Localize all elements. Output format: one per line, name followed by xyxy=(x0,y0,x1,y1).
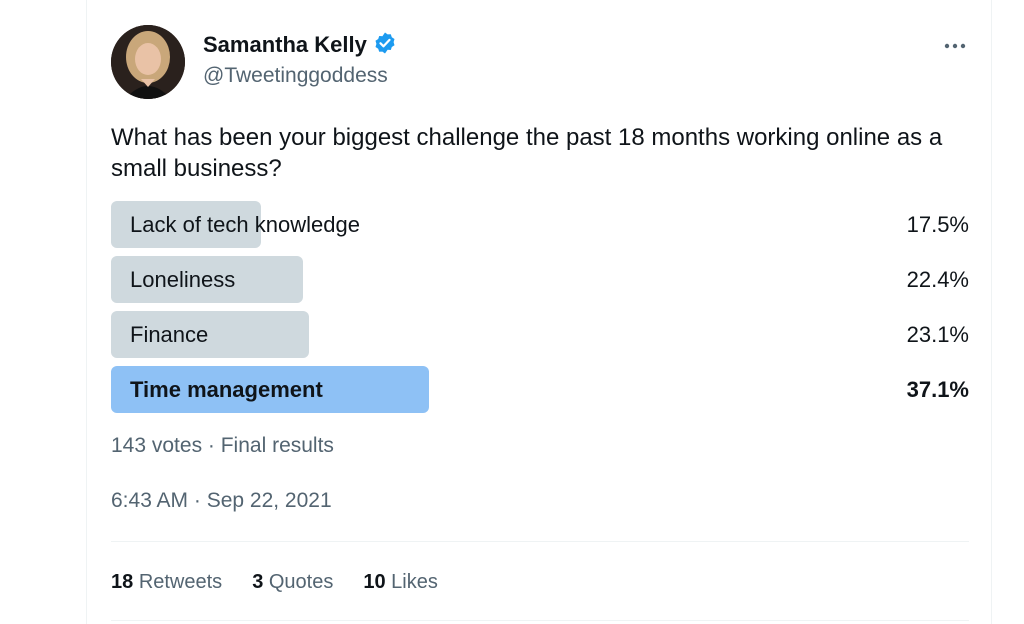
poll-bar xyxy=(111,256,303,303)
likes-stat[interactable]: 10 Likes xyxy=(363,568,438,596)
avatar-image xyxy=(111,25,185,99)
divider xyxy=(111,541,969,542)
poll-option-label: Lack of tech knowledge xyxy=(130,212,360,237)
tweet-text: What has been your biggest challenge the… xyxy=(111,124,943,182)
likes-label: Likes xyxy=(391,571,438,593)
quotes-label: Quotes xyxy=(268,571,334,593)
tweet-card: Samantha Kelly @Tweetinggoddess What has… xyxy=(86,0,992,624)
poll-option-percent: 37.1% xyxy=(906,377,969,402)
poll-bar-winner xyxy=(111,366,429,413)
retweets-label: Retweets xyxy=(138,571,223,593)
likes-count: 10 xyxy=(363,571,386,593)
divider xyxy=(111,620,969,621)
poll-option-percent: 22.4% xyxy=(906,267,969,292)
poll-option-label: Finance xyxy=(130,322,209,347)
retweets-count: 18 xyxy=(111,571,134,593)
poll: Lack of tech knowledge 17.5% Loneliness … xyxy=(111,201,969,421)
verified-badge-icon xyxy=(373,31,397,60)
author-name[interactable]: Samantha Kelly xyxy=(203,32,367,57)
tweet-timestamp[interactable]: 6:43 AM · Sep 22, 2021 xyxy=(111,489,332,512)
quotes-stat[interactable]: 3 Quotes xyxy=(252,568,333,596)
author-handle[interactable]: @Tweetinggoddess xyxy=(203,64,388,87)
quotes-count: 3 xyxy=(252,571,264,593)
poll-option-percent: 17.5% xyxy=(906,212,969,237)
poll-bar xyxy=(111,201,261,248)
author-name-row: Samantha Kelly xyxy=(203,30,397,60)
avatar[interactable] xyxy=(111,25,185,99)
poll-option-label: Loneliness xyxy=(130,267,236,292)
poll-summary: 143 votes · Final results xyxy=(111,434,334,457)
poll-option-time-management: Time management 37.1% xyxy=(111,366,969,413)
poll-option-lack-of-tech-knowledge: Lack of tech knowledge 17.5% xyxy=(111,201,969,248)
poll-option-percent: 23.1% xyxy=(906,322,969,347)
poll-option-finance: Finance 23.1% xyxy=(111,311,969,358)
retweets-stat[interactable]: 18 Retweets xyxy=(111,568,222,596)
poll-bar xyxy=(111,311,309,358)
poll-option-label: Time management xyxy=(130,377,323,402)
tweet-stats: 18 Retweets 3 Quotes 10 Likes xyxy=(111,568,438,596)
poll-option-loneliness: Loneliness 22.4% xyxy=(111,256,969,303)
more-horizontal-icon[interactable] xyxy=(941,32,969,60)
